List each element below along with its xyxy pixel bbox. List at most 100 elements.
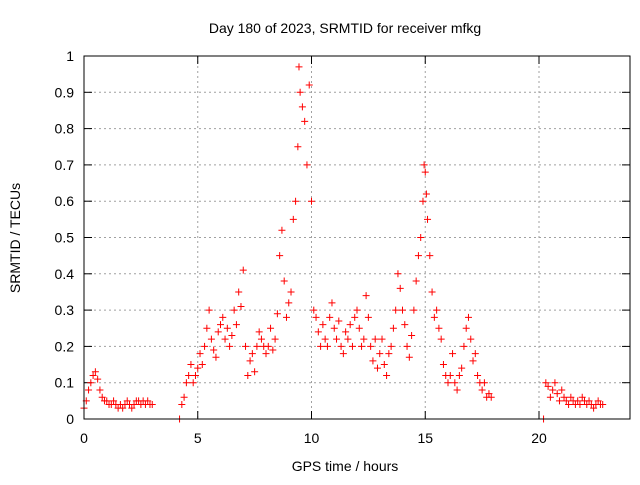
data-point [144, 397, 152, 405]
data-point [98, 393, 106, 401]
data-point [308, 197, 315, 205]
data-point [399, 306, 406, 314]
data-point [312, 313, 320, 321]
y-tick-label: 0.8 [55, 121, 75, 137]
data-point [562, 397, 570, 405]
data-point [91, 368, 99, 376]
data-point [212, 353, 220, 361]
x-tick-label: 15 [417, 430, 433, 446]
data-point [342, 328, 350, 336]
data-point [301, 117, 309, 125]
data-point [87, 379, 95, 387]
data-point [148, 400, 156, 408]
data-point [462, 324, 470, 332]
data-point [235, 288, 243, 296]
data-point [471, 350, 479, 358]
data-point [487, 393, 495, 401]
data-point [401, 321, 409, 329]
data-point [207, 335, 215, 343]
data-point [574, 397, 582, 405]
data-point [378, 335, 386, 343]
data-point [428, 288, 436, 296]
data-point [373, 364, 381, 372]
data-point [262, 350, 270, 358]
data-point [412, 277, 420, 285]
y-tick-label: 0.7 [55, 157, 75, 173]
data-point [380, 361, 388, 369]
y-tick-label: 0 [66, 411, 74, 427]
data-point [257, 335, 265, 343]
data-point [232, 321, 240, 329]
data-point [326, 313, 334, 321]
data-point [446, 371, 454, 379]
data-point [310, 306, 318, 314]
data-point [430, 313, 438, 321]
data-point [437, 335, 445, 343]
data-point [353, 306, 361, 314]
y-axis-label: SRMTID / TECUs [7, 183, 23, 293]
data-point [567, 393, 575, 401]
data-point [339, 350, 347, 358]
data-point [123, 397, 131, 405]
data-point [408, 332, 416, 340]
data-point [421, 168, 429, 176]
data-point [599, 400, 607, 408]
data-point [273, 310, 281, 318]
data-point [396, 284, 404, 292]
data-point [542, 379, 550, 387]
data-point [576, 400, 584, 408]
data-point [464, 313, 472, 321]
data-point [294, 143, 302, 151]
data-point [478, 386, 486, 394]
data-point [424, 215, 432, 223]
data-point [348, 342, 356, 350]
data-point [187, 361, 195, 369]
data-point [237, 302, 245, 310]
data-point [460, 342, 468, 350]
data-point [444, 379, 452, 387]
data-point [319, 321, 327, 329]
data-point [435, 324, 443, 332]
data-point [194, 364, 202, 372]
y-tick-label: 0.2 [55, 338, 75, 354]
y-tick-label: 0.4 [55, 266, 75, 282]
data-point [253, 342, 261, 350]
data-point [544, 382, 552, 390]
data-point [189, 379, 197, 387]
data-point [426, 252, 434, 260]
x-tick-label: 20 [531, 430, 547, 446]
data-point [130, 400, 138, 408]
data-point [467, 335, 475, 343]
data-point [203, 324, 211, 332]
data-point [267, 324, 275, 332]
data-point [346, 321, 354, 329]
data-point [205, 306, 213, 314]
data-point [330, 324, 338, 332]
data-point [119, 404, 127, 412]
data-point [296, 88, 304, 96]
data-point [182, 379, 190, 387]
data-point [96, 386, 104, 394]
data-point [321, 335, 329, 343]
data-point [420, 161, 428, 169]
data-point [251, 368, 259, 376]
data-point [264, 342, 272, 350]
data-point [565, 400, 573, 408]
data-point [180, 393, 188, 401]
y-tick-label: 0.9 [55, 84, 75, 100]
data-point [369, 357, 377, 365]
data-point [387, 342, 395, 350]
data-point [244, 371, 252, 379]
data-point [392, 306, 400, 314]
y-tick-label: 0.3 [55, 302, 75, 318]
data-point [439, 361, 447, 369]
data-point [246, 357, 254, 365]
data-point [549, 386, 557, 394]
data-point [414, 252, 422, 260]
data-point [419, 197, 427, 205]
data-point [553, 390, 561, 398]
data-point [103, 397, 111, 405]
data-point [285, 299, 293, 307]
